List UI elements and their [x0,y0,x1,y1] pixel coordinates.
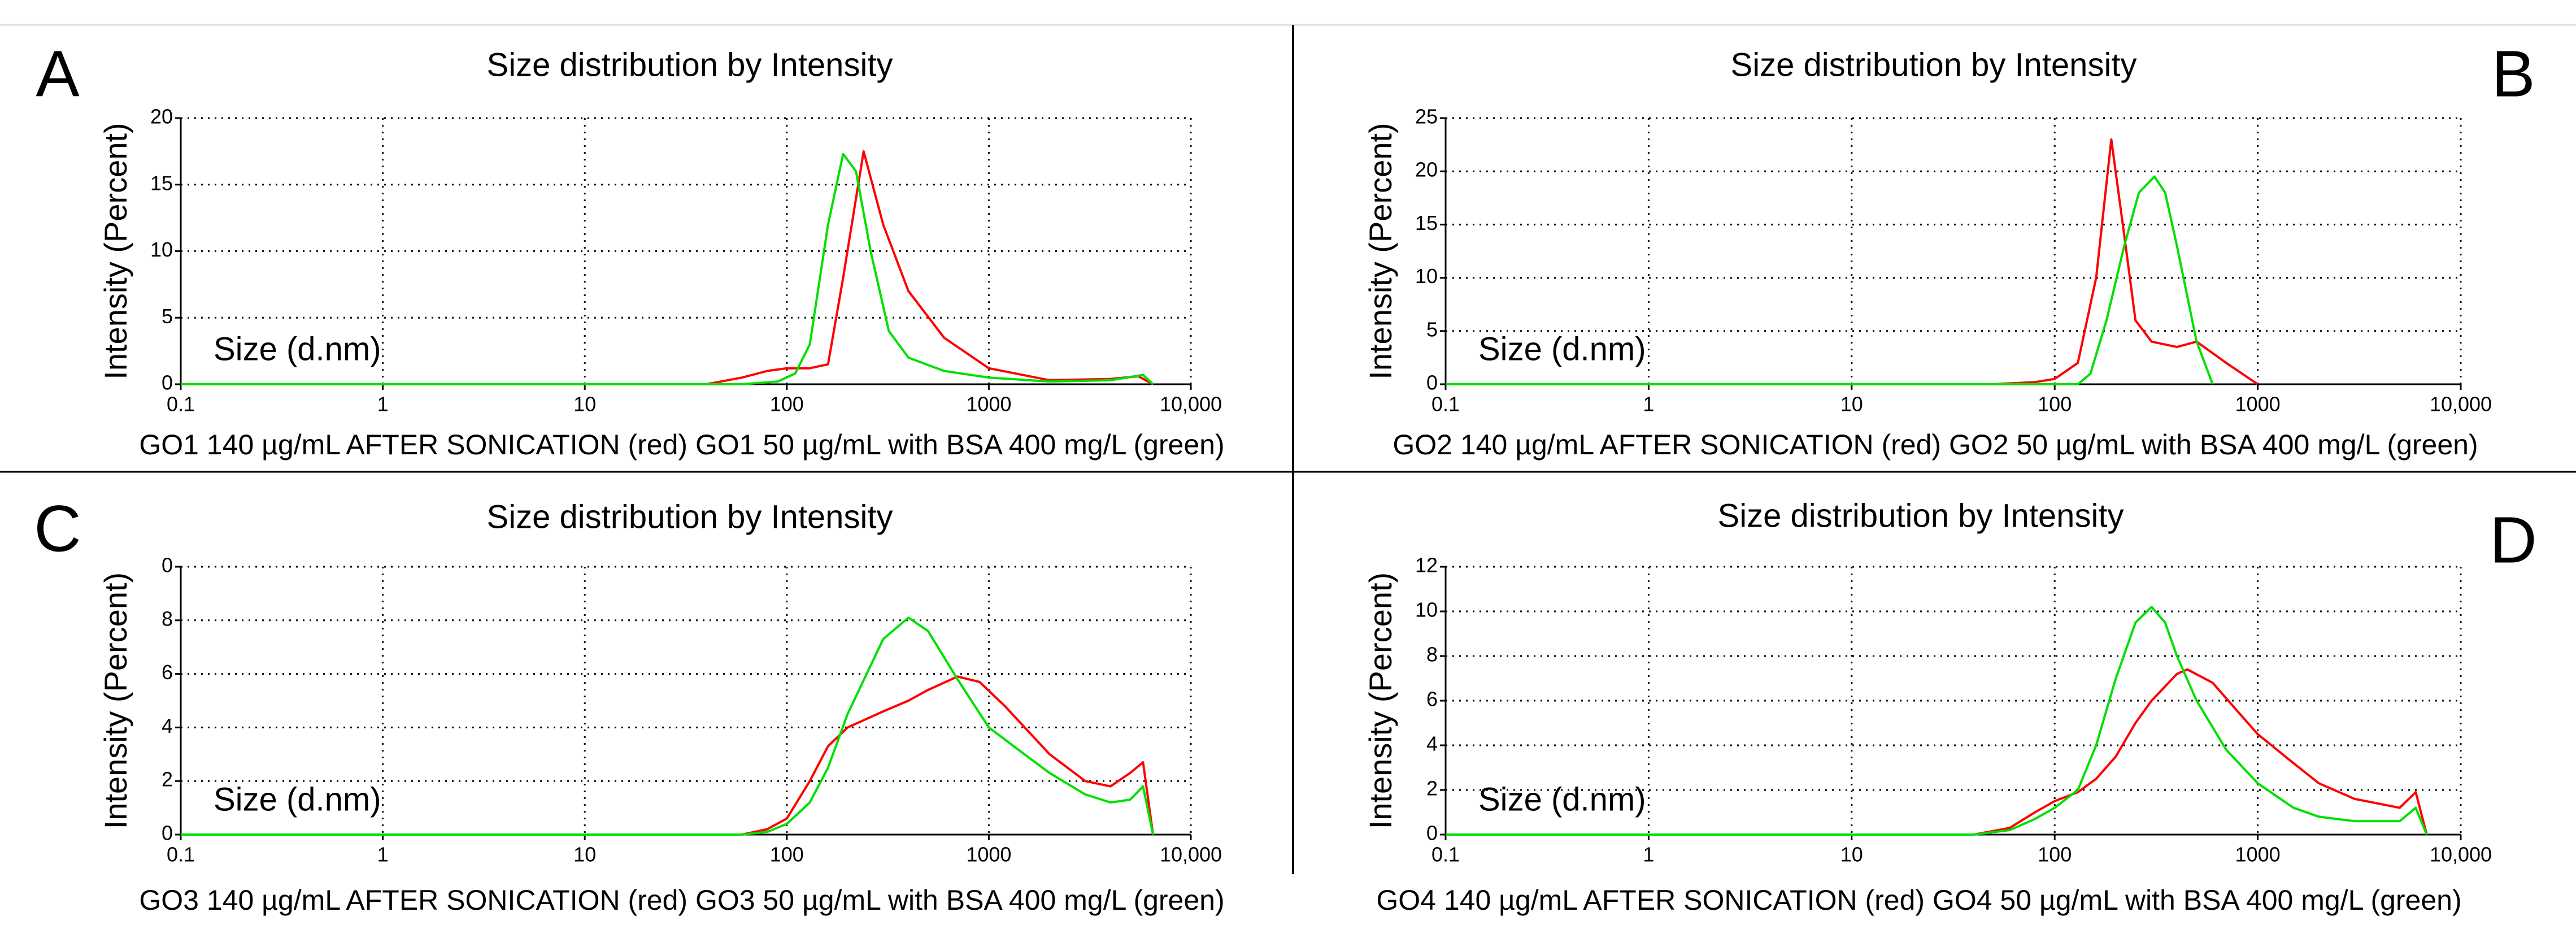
x-tick-label: 100 [770,393,804,416]
y-axis-label: Intensity (Percent) [1363,572,1398,829]
panel-label: C [34,492,81,566]
x-tick-label: 1000 [966,393,1011,416]
x-axis-label: Size (d.nm) [1478,331,1646,367]
x-tick-label: 1 [377,843,389,866]
x-axis-label: Size (d.nm) [214,781,381,818]
y-tick-label: 6 [162,661,173,684]
y-tick-label: 20 [150,105,173,128]
y-tick-label: 0 [162,822,173,845]
y-tick-label: 0 [1426,371,1438,394]
y-tick-label: 2 [1426,777,1438,800]
panel-label: D [2490,503,2537,577]
y-tick-label: 10 [1415,264,1438,288]
data-line [1446,175,2214,385]
x-tick-label: 1 [1643,843,1654,866]
y-tick-label: 8 [1426,643,1438,666]
data-line [1446,606,2428,836]
y-tick-label: 6 [1426,688,1438,711]
y-tick-label: 4 [1426,732,1438,755]
y-tick-label: 4 [162,714,173,737]
caption: GO1 140 µg/mL AFTER SONICATION (red) GO1… [139,429,1224,461]
x-tick-label: 100 [770,843,804,866]
x-tick-label: 0.1 [167,843,195,866]
panel-label: B [2491,37,2535,111]
x-axis-label: Size (d.nm) [1478,781,1646,818]
y-tick-label: 0 [162,554,173,577]
x-tick-label: 10 [1840,843,1863,866]
y-tick-label: 10 [1415,598,1438,622]
caption: GO3 140 µg/mL AFTER SONICATION (red) GO3… [139,884,1224,916]
x-tick-label: 10,000 [1160,393,1222,416]
y-tick-label: 10 [150,238,173,261]
y-axis-label: Intensity (Percent) [1363,123,1398,379]
y-tick-label: 0 [162,371,173,394]
y-axis-label: Intensity (Percent) [98,123,133,379]
y-tick-label: 8 [162,607,173,630]
data-line [181,675,1155,836]
x-tick-label: 10,000 [1160,843,1222,866]
x-tick-label: 0.1 [1431,393,1460,416]
x-tick-label: 10,000 [2430,393,2492,416]
y-tick-label: 5 [1426,318,1438,341]
x-tick-label: 0.1 [167,393,195,416]
x-tick-label: 0.1 [1431,843,1460,866]
x-tick-label: 1000 [2235,393,2281,416]
x-tick-label: 10 [1840,393,1863,416]
y-axis-label: Intensity (Percent) [98,572,133,829]
x-tick-label: 10,000 [2430,843,2492,866]
y-tick-label: 25 [1415,105,1438,128]
chart-title: Size distribution by Intensity [1731,46,2137,83]
chart-title: Size distribution by Intensity [487,498,893,535]
y-tick-label: 15 [1415,211,1438,234]
x-tick-label: 1000 [966,843,1011,866]
x-tick-label: 10 [573,393,596,416]
data-line [181,150,1154,385]
panel-label: A [36,37,80,111]
y-tick-label: 20 [1415,158,1438,181]
data-line [1446,668,2428,836]
chart-title: Size distribution by Intensity [487,46,893,83]
x-tick-label: 1000 [2235,843,2281,866]
x-tick-label: 10 [573,843,596,866]
y-tick-label: 0 [1426,822,1438,845]
chart-title: Size distribution by Intensity [1718,497,2124,534]
y-tick-label: 12 [1415,554,1438,577]
data-line [181,616,1155,836]
y-tick-label: 2 [162,768,173,791]
x-tick-label: 100 [2038,843,2072,866]
x-tick-label: 1 [377,393,389,416]
y-tick-label: 15 [150,171,173,194]
x-tick-label: 1 [1643,393,1654,416]
caption: GO4 140 µg/mL AFTER SONICATION (red) GO4… [1376,884,2461,916]
data-line [181,153,1154,385]
caption: GO2 140 µg/mL AFTER SONICATION (red) GO2… [1393,429,2478,461]
data-line [1446,138,2259,385]
x-tick-label: 100 [2038,393,2072,416]
y-tick-label: 5 [162,305,173,328]
x-axis-label: Size (d.nm) [214,331,381,367]
